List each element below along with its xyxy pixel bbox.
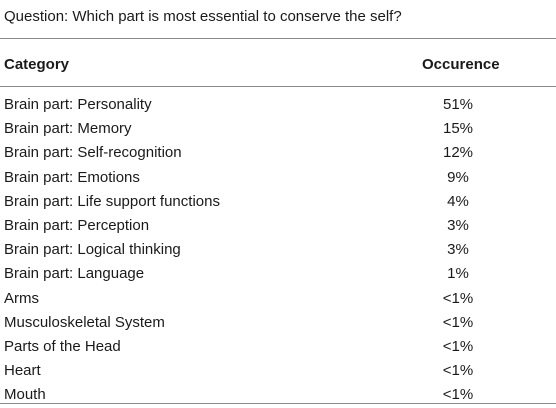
category-cell: Brain part: Language [4,265,145,283]
column-header-category: Category [4,56,70,73]
occurrence-cell: <1% [442,313,474,331]
category-cell: Mouth [4,386,46,404]
occurrence-cell: 3% [447,216,469,234]
table-caption: Question: Which part is most essential t… [4,8,402,25]
table-row: Brain part: Life support functions 4% [0,191,556,215]
occurrence-cell: <1% [442,337,474,355]
occurrence-cell: <1% [442,386,474,404]
table-row: Brain part: Language 1% [0,263,556,287]
table-row: Brain part: Self-recognition 12% [0,142,556,166]
category-cell: Brain part: Self-recognition [4,144,182,162]
table-row: Brain part: Perception 3% [0,215,556,239]
category-cell: Brain part: Perception [4,216,150,234]
table-row: Brain part: Personality 51% [0,94,556,118]
category-cell: Arms [4,289,39,307]
occurrence-cell: 1% [447,265,469,283]
occurrence-cell: 12% [442,144,474,162]
category-cell: Brain part: Memory [4,120,132,138]
table-body: Brain part: Personality 51% Brain part: Me… [0,94,556,408]
occurrence-cell: 9% [447,168,469,186]
column-header-occurrence: Occurence [422,56,500,73]
category-cell: Brain part: Life support functions [4,192,220,210]
table-row: Brain part: Memory 15% [0,118,556,142]
table-row: Parts of the Head <1% [0,336,556,360]
table-row: Arms <1% [0,288,556,312]
category-cell: Heart [4,362,41,380]
header-rule [0,86,556,87]
category-cell: Parts of the Head [4,337,121,355]
category-cell: Musculoskeletal System [4,313,165,331]
table-row: Musculoskeletal System <1% [0,312,556,336]
occurrence-cell: 3% [447,241,469,259]
occurrence-cell: 4% [447,192,469,210]
top-rule [0,38,556,39]
table-row: Brain part: Emotions 9% [0,167,556,191]
table-row: Mouth <1% [0,384,556,408]
category-cell: Brain part: Personality [4,96,152,113]
occurrence-cell: 51% [442,96,474,113]
occurrence-cell: <1% [442,362,474,380]
occurrence-cell: <1% [442,289,474,307]
category-cell: Brain part: Emotions [4,168,140,186]
category-cell: Brain part: Logical thinking [4,241,181,259]
table-row: Brain part: Logical thinking 3% [0,239,556,263]
occurrence-cell: 15% [442,120,474,138]
table-header-row: Category Occurence [0,56,556,76]
table-row: Heart <1% [0,360,556,384]
